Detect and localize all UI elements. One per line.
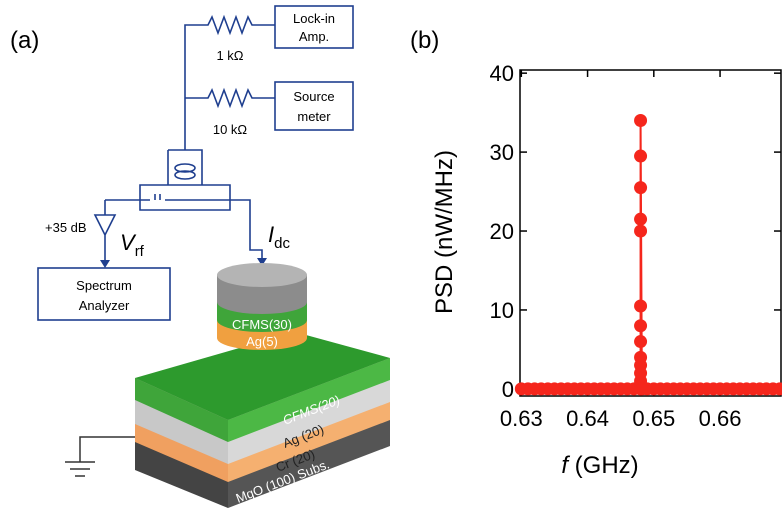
layer-label: Ag(5) — [246, 334, 278, 349]
y-axis-label: PSD (nW/MHz) — [431, 150, 458, 314]
idc-label: Idc — [268, 222, 290, 252]
panel-label: (a) — [10, 27, 39, 54]
data-point — [634, 150, 647, 163]
y-tick-label: 30 — [490, 140, 514, 165]
gain: +35 dB — [45, 220, 87, 235]
panel-a: (a) Lock-in Amp. 1 kΩ Source meter 10 kΩ… — [10, 6, 390, 508]
data-point — [634, 351, 647, 364]
data-point — [634, 213, 647, 226]
y-tick-label: 20 — [490, 219, 514, 244]
x-tick-label: 0.63 — [500, 406, 543, 431]
source-text: meter — [297, 109, 331, 124]
x-label-symbol: f — [561, 452, 570, 479]
resistor-label: 10 kΩ — [213, 122, 248, 137]
panel-b: (b) PSD (nW/MHz) f (GHz) 0 10 20 30 40 0.63 0.… — [410, 27, 782, 479]
lockin-text: Amp. — [299, 29, 329, 44]
y-tick-label: 0 — [502, 377, 514, 402]
y-tick-label: 40 — [490, 61, 514, 86]
x-tick-label: 0.65 — [632, 406, 675, 431]
source-text: Source — [293, 89, 334, 104]
lockin-text: Lock-in — [293, 11, 335, 26]
pillar-top — [217, 263, 307, 287]
panel-label: (b) — [410, 27, 439, 54]
data-line — [521, 121, 779, 389]
analyzer-text: Analyzer — [79, 298, 130, 313]
vrf-label: Vrf — [120, 230, 145, 260]
resistor-label: 1 kΩ — [216, 48, 243, 63]
analyzer-text: Spectrum — [76, 278, 132, 293]
figure: (a) Lock-in Amp. 1 kΩ Source meter 10 kΩ… — [0, 0, 782, 508]
x-tick-label: 0.64 — [566, 406, 609, 431]
vrf-sub: rf — [135, 243, 145, 260]
data-point — [634, 300, 647, 313]
plot-frame — [520, 70, 781, 396]
layer-label: CFMS(30) — [232, 317, 292, 332]
data-point — [634, 114, 647, 127]
ground — [65, 437, 140, 476]
x-label-unit: (GHz) — [575, 452, 639, 479]
idc-sub: dc — [274, 235, 290, 252]
y-tick-label: 10 — [490, 298, 514, 323]
data-point — [634, 181, 647, 194]
data-point — [634, 225, 647, 238]
data-point — [634, 319, 647, 332]
data-point — [634, 335, 647, 348]
x-axis-label: f (GHz) — [561, 452, 638, 479]
x-tick-label: 0.66 — [699, 406, 742, 431]
